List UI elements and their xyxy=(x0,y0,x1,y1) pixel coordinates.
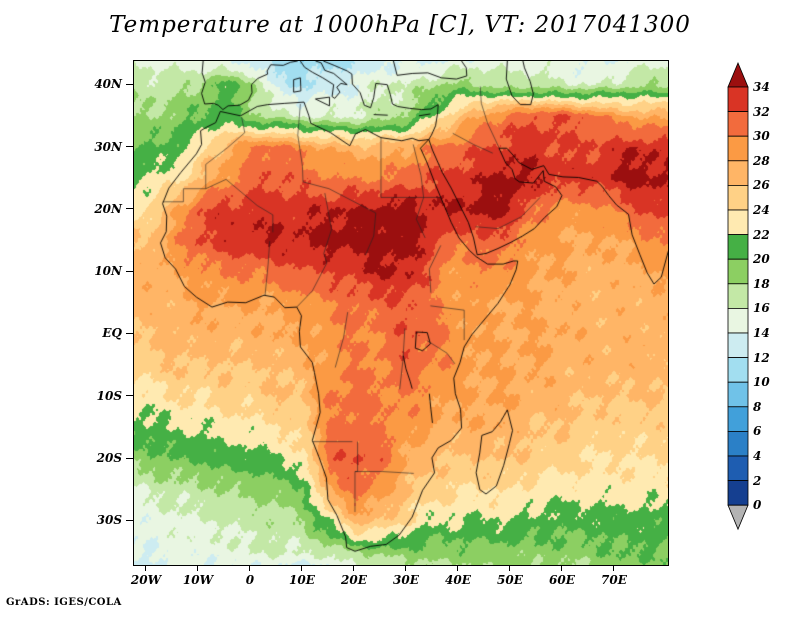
lon-tick-label: 40E xyxy=(445,573,471,587)
lat-tick-label: 10S xyxy=(96,388,122,403)
lon-tick xyxy=(353,565,355,571)
lon-tick-label: 20E xyxy=(341,573,367,587)
lat-tick-label: 30N xyxy=(94,139,122,154)
colorbar-tick-label: 8 xyxy=(753,399,762,414)
colorbar-tick-label: 24 xyxy=(753,203,770,217)
colorbar xyxy=(727,61,749,532)
lat-tick xyxy=(126,270,133,272)
colorbar-tick-label: 34 xyxy=(753,80,770,94)
lat-tick-label: 40N xyxy=(94,77,122,92)
lat-tick xyxy=(126,332,133,334)
lon-tick-label: 10E xyxy=(289,573,315,587)
lat-tick-label: 20S xyxy=(96,451,122,466)
lon-tick-label: 60E xyxy=(549,573,575,587)
plot-title: Temperature at 1000hPa [C], VT: 20170413… xyxy=(109,12,691,38)
colorbar-tick-label: 4 xyxy=(753,449,762,463)
colorbar-tick-label: 22 xyxy=(753,227,770,242)
lon-tick xyxy=(613,565,615,571)
lon-tick xyxy=(249,565,251,571)
lat-tick xyxy=(126,395,133,397)
lon-tick xyxy=(197,565,199,571)
grads-credit: GrADS: IGES/COLA xyxy=(6,597,122,608)
lat-tick-label: 20N xyxy=(94,201,122,216)
lat-tick xyxy=(126,208,133,210)
colorbar-tick-label: 30 xyxy=(753,129,770,144)
colorbar-tick-label: 10 xyxy=(753,375,770,390)
lat-tick xyxy=(126,519,133,521)
colorbar-tick-label: 14 xyxy=(753,326,770,340)
lat-tick xyxy=(126,146,133,148)
temperature-field-canvas xyxy=(134,61,668,565)
colorbar-tick-label: 20 xyxy=(753,252,770,267)
colorbar-tick-label: 28 xyxy=(753,153,770,168)
map-plot-area xyxy=(133,60,669,566)
lon-tick-label: 0 xyxy=(245,573,255,587)
lon-tick xyxy=(301,565,303,571)
colorbar-tick-label: 12 xyxy=(753,350,770,365)
lon-tick-label: 30E xyxy=(393,573,419,587)
lat-tick-label: 30S xyxy=(96,513,122,528)
colorbar-tick-label: 16 xyxy=(753,301,770,316)
colorbar-tick-label: 18 xyxy=(753,276,770,291)
lat-tick xyxy=(126,83,133,85)
colorbar-tick-label: 32 xyxy=(753,104,770,119)
lon-tick xyxy=(457,565,459,571)
colorbar-tick-label: 26 xyxy=(753,178,770,193)
lon-tick xyxy=(405,565,407,571)
lon-tick-label: 10W xyxy=(182,573,214,587)
lon-tick xyxy=(509,565,511,571)
lon-tick-label: 70E xyxy=(601,573,627,587)
lon-tick-label: 50E xyxy=(497,573,523,587)
lat-tick xyxy=(126,457,133,459)
colorbar-tick-label: 0 xyxy=(753,498,762,513)
colorbar-tick-label: 2 xyxy=(753,473,762,488)
colorbar-tick-label: 6 xyxy=(753,424,762,439)
lon-tick xyxy=(145,565,147,571)
lat-tick-label: EQ xyxy=(102,326,122,341)
lon-tick-label: 20W xyxy=(130,573,162,587)
lon-tick xyxy=(561,565,563,571)
lat-tick-label: 10N xyxy=(94,264,122,279)
